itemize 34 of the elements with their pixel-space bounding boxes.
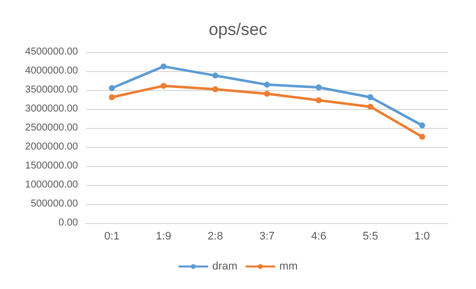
point bbox=[264, 90, 270, 97]
point bbox=[160, 63, 167, 70]
x-tick-label: 0:1 bbox=[104, 230, 120, 242]
point bbox=[264, 82, 270, 88]
y-tick-label: 2000000.00 bbox=[25, 142, 78, 152]
point bbox=[160, 82, 167, 89]
x-tick-label: 2:8 bbox=[208, 230, 223, 242]
x-tick-label: 1:9 bbox=[156, 230, 172, 242]
point bbox=[212, 86, 218, 92]
x-tick-label: 4:6 bbox=[311, 230, 326, 242]
y-tick-label: 3000000.00 bbox=[25, 104, 78, 114]
point bbox=[316, 97, 322, 104]
legend-label: dram bbox=[212, 260, 238, 272]
point bbox=[367, 94, 374, 100]
x-tick-label: 1:0 bbox=[414, 230, 430, 242]
x-tick-label: 3:7 bbox=[259, 230, 275, 242]
point bbox=[108, 94, 115, 100]
point bbox=[108, 85, 115, 92]
y-tick-label: 500000.00 bbox=[30, 198, 78, 210]
point bbox=[419, 122, 426, 128]
y-tick-label: 0.00 bbox=[58, 218, 78, 228]
point bbox=[212, 72, 218, 79]
y-tick-label: 2500000.00 bbox=[25, 122, 78, 134]
point bbox=[419, 134, 426, 140]
y-tick-label: 4000000.00 bbox=[25, 66, 78, 76]
point bbox=[316, 84, 322, 90]
x-tick-label: 5:5 bbox=[362, 230, 378, 242]
point bbox=[367, 104, 374, 110]
y-tick-label: 4500000.00 bbox=[25, 46, 78, 58]
y-tick-label: 3500000.00 bbox=[25, 84, 78, 96]
legend-label: mm bbox=[279, 260, 298, 272]
y-tick-label: 1000000.00 bbox=[25, 180, 78, 190]
y-tick-label: 1500000.00 bbox=[25, 160, 78, 172]
chart-title: ops/sec bbox=[208, 20, 268, 39]
